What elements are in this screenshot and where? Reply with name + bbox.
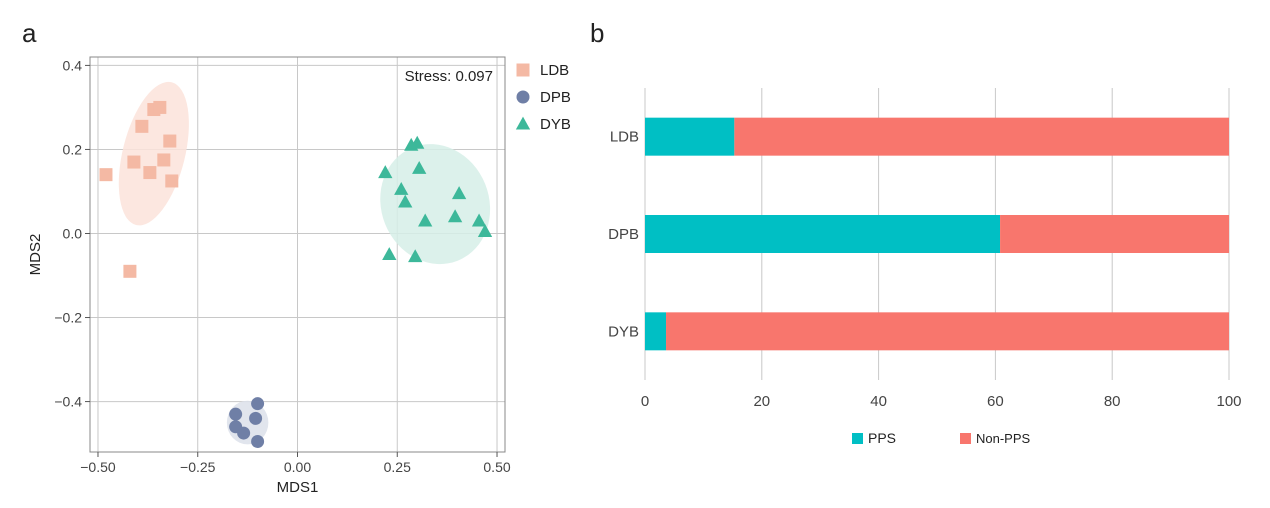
scatter-x-axis-label: MDS1 (277, 479, 319, 496)
point-dpb (237, 426, 251, 440)
scatter-legend: LDB DPB DYB (515, 62, 571, 133)
point-dpb (251, 397, 265, 411)
stress-annotation: Stress: 0.097 (405, 68, 493, 85)
legend-label-ldb: LDB (540, 62, 569, 79)
point-dyb (410, 135, 425, 149)
scatter-x-tick-label: 0.25 (384, 459, 411, 475)
scatter-y-tick-label: −0.4 (54, 394, 82, 410)
bar-legend-key-pps (852, 433, 863, 444)
point-dyb (412, 160, 427, 174)
point-dyb (418, 213, 433, 227)
point-ldb (135, 119, 149, 133)
point-dyb (477, 223, 493, 237)
bar-x-tick-label: 20 (753, 393, 770, 410)
bar-marks (645, 117, 1229, 351)
bar-dyb-non-pps (666, 312, 1229, 351)
bar-legend-key-non-pps (960, 433, 971, 444)
bar-category-label: DYB (608, 323, 639, 340)
bar-category-label: DPB (608, 226, 639, 243)
point-dpb (251, 434, 265, 448)
point-ldb (99, 168, 113, 182)
point-dyb (451, 186, 467, 200)
bar-dpb-non-pps (1000, 215, 1229, 253)
point-dpb (249, 411, 263, 425)
scatter-x-tick-label: −0.25 (180, 459, 216, 475)
point-ldb (163, 134, 177, 148)
point-ldb (127, 155, 141, 169)
bar-ldb-pps (645, 117, 735, 156)
bar-x-tick-label: 80 (1104, 393, 1121, 410)
scatter-y-tick-label: 0.4 (63, 57, 83, 73)
point-dyb (471, 213, 487, 227)
point-ldb (165, 174, 179, 188)
bar-category-label: LDB (610, 129, 639, 146)
point-ldb (153, 100, 167, 114)
point-dyb (378, 165, 393, 179)
point-ldb (157, 153, 171, 167)
legend-key-ldb (516, 63, 530, 77)
scatter-x-ticks: −0.50 −0.25 0.00 0.25 0.50 (80, 452, 511, 475)
bar-legend: PPS Non-PPS (852, 430, 1031, 446)
legend-key-dpb (516, 90, 530, 104)
point-ldb (143, 166, 157, 180)
panel-label-a: a (22, 18, 37, 48)
bar-dpb-pps (645, 215, 1001, 253)
scatter-ellipses (118, 81, 491, 445)
point-dyb (398, 194, 413, 208)
bar-x-tick-label: 0 (641, 393, 649, 410)
nmds-scatter-chart: −0.50 −0.25 0.00 0.25 0.50 0.4 0.2 0.0 −0.2 −0.4… (27, 56, 571, 496)
scatter-x-tick-label: 0.00 (284, 459, 311, 475)
bar-x-ticks: 0 20 40 60 80 100 (641, 393, 1242, 410)
scatter-x-tick-label: 0.50 (483, 459, 510, 475)
bar-x-tick-label: 60 (987, 393, 1004, 410)
panel-label-b: b (590, 18, 604, 48)
scatter-points (99, 100, 493, 448)
ellipse-dyb (380, 144, 491, 265)
bar-x-tick-label: 40 (870, 393, 887, 410)
bar-x-tick-label: 100 (1216, 393, 1241, 410)
bar-category-labels: LDB DPB DYB (608, 129, 639, 341)
bar-ldb-non-pps (734, 117, 1229, 156)
scatter-y-tick-label: 0.0 (63, 225, 83, 241)
point-ldb (123, 264, 137, 278)
bar-dyb-pps (645, 312, 667, 351)
point-dpb (229, 407, 243, 421)
scatter-x-tick-label: −0.50 (80, 459, 116, 475)
legend-label-dpb: DPB (540, 89, 571, 106)
scatter-y-ticks: 0.4 0.2 0.0 −0.2 −0.4 (54, 57, 90, 410)
bar-legend-label-pps: PPS (868, 430, 896, 446)
legend-key-dyb (515, 116, 531, 130)
scatter-y-tick-label: −0.2 (54, 310, 82, 326)
legend-label-dyb: DYB (540, 116, 571, 133)
point-dyb (394, 181, 409, 195)
scatter-y-axis-label: MDS2 (27, 234, 44, 276)
scatter-y-tick-label: 0.2 (63, 141, 83, 157)
point-dyb (447, 209, 463, 223)
point-dyb (408, 249, 423, 263)
bar-legend-label-non-pps: Non-PPS (976, 431, 1031, 446)
ellipse-ldb (118, 81, 189, 226)
pps-stacked-bar-chart: LDB DPB DYB 0 20 40 60 80 100 PPS Non-PPS (608, 88, 1242, 446)
point-dyb (382, 247, 397, 261)
